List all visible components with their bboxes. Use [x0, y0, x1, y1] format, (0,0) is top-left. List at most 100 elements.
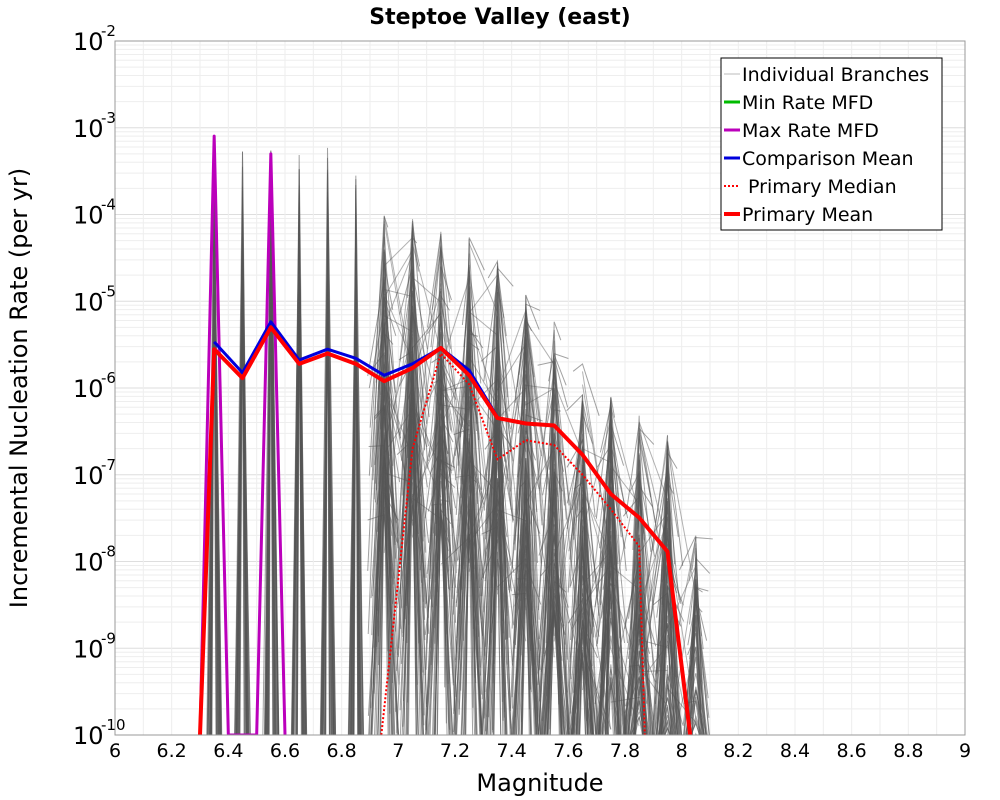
branch-line [514, 458, 543, 735]
legend-item: Max Rate MFD [724, 120, 879, 142]
branch-line [468, 303, 498, 595]
branch-line [440, 391, 470, 427]
branch-line [547, 604, 569, 735]
series-max-rate-mfd [198, 134, 287, 735]
branch-line [404, 292, 418, 685]
branch-line [377, 327, 390, 386]
branch-line [638, 666, 668, 707]
branch-line [573, 654, 592, 735]
branch-line [602, 635, 616, 735]
branch-line [639, 639, 668, 649]
branch-line [516, 458, 536, 735]
branch-line [488, 292, 504, 721]
branch-line [293, 169, 305, 735]
branch-line [582, 646, 610, 735]
branch-line [602, 684, 614, 735]
branch-line [690, 720, 701, 735]
branch-line [376, 456, 400, 685]
y-tick-exponent: -6 [101, 369, 116, 387]
branch-line [638, 507, 668, 699]
branch-line [525, 321, 555, 532]
branch-line [440, 322, 470, 454]
branch-line [582, 507, 612, 650]
branch-line [440, 266, 470, 545]
branch-line [598, 396, 616, 735]
branch-line [453, 485, 484, 735]
branch-line [525, 319, 555, 658]
branch-line [497, 343, 527, 391]
x-tick-labels: 6 6.2 6.4 6.6 6.8 7 7.2 7.4 7.6 7.8 8 8.2 8.4 8.6 8.8 9 [109, 740, 971, 762]
branch-line [397, 223, 426, 620]
branch-line [595, 476, 626, 638]
branch-line [427, 233, 457, 623]
y-tick-base: 10 [73, 635, 104, 663]
y-tick-label: 10-3 [73, 109, 116, 143]
branch-line [481, 525, 512, 735]
branch-line [412, 403, 442, 522]
x-tick-label: 6.8 [327, 740, 357, 762]
branch-line [384, 289, 413, 297]
branch-line [582, 564, 612, 607]
branch-line [383, 220, 413, 391]
branch-line [468, 270, 498, 453]
y-tick-exponent: -2 [101, 22, 116, 40]
branch-line [383, 253, 413, 327]
branch-line [492, 315, 508, 684]
branch-line [351, 265, 364, 735]
branch-line [468, 349, 498, 591]
branch-line [582, 448, 612, 463]
branch-line [468, 453, 498, 562]
branch-line [572, 363, 600, 416]
branch-line [689, 615, 703, 735]
branch-line [440, 537, 470, 565]
y-tick-label: 10-10 [73, 716, 126, 750]
branch-line [468, 504, 498, 543]
branch-line [384, 472, 413, 483]
branch-line [525, 320, 555, 365]
branch-line [658, 697, 677, 735]
branch-line [412, 436, 442, 498]
branch-line [653, 498, 674, 735]
branch-line [440, 379, 470, 446]
branch-line [660, 720, 670, 735]
branch-line [610, 648, 640, 727]
branch-line [350, 179, 364, 735]
branch-line [412, 432, 442, 498]
branch-line [291, 168, 305, 735]
branch-line [664, 719, 671, 735]
y-tick-label: 10-6 [73, 369, 116, 403]
branch-line [687, 686, 705, 735]
legend-item: Primary Median [724, 176, 897, 198]
branch-line [497, 304, 527, 611]
branch-line [610, 466, 640, 505]
branch-line [435, 426, 455, 683]
branch-line [667, 629, 691, 735]
branch-line [582, 502, 612, 691]
branch-line [635, 686, 646, 735]
branch-line [661, 714, 673, 735]
branch-line [689, 557, 711, 681]
branch-line [440, 379, 470, 564]
branch-line [412, 402, 442, 470]
branch-line [667, 538, 697, 718]
y-tick-exponent: -7 [101, 456, 116, 474]
branch-line [582, 650, 612, 730]
x-tick-label: 6.6 [270, 740, 300, 762]
branch-line [497, 289, 527, 452]
branch-line [540, 581, 563, 735]
branch-line [690, 718, 702, 735]
branch-line [582, 437, 612, 665]
branch-line [610, 474, 640, 610]
branch-line [440, 358, 470, 517]
branch-line [440, 234, 470, 543]
branch-line [457, 314, 483, 561]
branch-line [508, 430, 537, 593]
x-tick-label: 8.6 [837, 740, 867, 762]
branch-line [295, 154, 307, 735]
branch-line [627, 591, 644, 735]
branch-line [667, 687, 697, 723]
branch-line [688, 537, 713, 582]
y-tick-base: 10 [73, 202, 104, 230]
legend-label: Comparison Mean [742, 148, 914, 170]
